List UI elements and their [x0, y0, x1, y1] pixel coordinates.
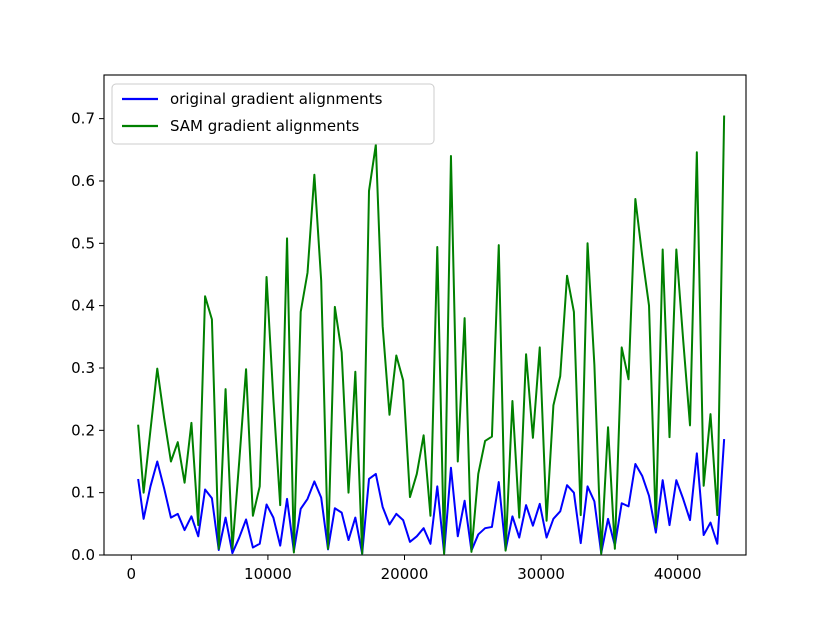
y-tick-label: 0.1: [71, 484, 95, 502]
x-axis: 0 10000 20000 30000 40000: [127, 555, 702, 583]
y-tick-label: 0.2: [71, 421, 95, 439]
x-tick-label: 10000: [244, 565, 292, 583]
series-line-sam: [137, 115, 726, 555]
x-tick-label: 20000: [381, 565, 429, 583]
y-tick-label: 0.5: [71, 234, 95, 252]
x-tick-label: 40000: [654, 565, 702, 583]
legend-label-original: original gradient alignments: [170, 90, 383, 108]
x-tick-label: 30000: [517, 565, 565, 583]
y-tick-label: 0.7: [71, 110, 95, 128]
x-tick-label: 0: [127, 565, 137, 583]
y-tick-label: 0.4: [71, 297, 95, 315]
legend: original gradient alignments SAM gradien…: [111, 83, 435, 145]
series-line-original: [137, 438, 726, 555]
series-lines: [137, 115, 726, 555]
plot-area-frame: [103, 74, 747, 556]
legend-label-sam: SAM gradient alignments: [170, 117, 360, 135]
y-axis: 0.0 0.1 0.2 0.3 0.4 0.5 0.6 0.7: [71, 110, 104, 564]
y-tick-label: 0.0: [71, 546, 95, 564]
y-tick-label: 0.3: [71, 359, 95, 377]
y-tick-label: 0.6: [71, 172, 95, 190]
legend-box: [111, 83, 435, 145]
